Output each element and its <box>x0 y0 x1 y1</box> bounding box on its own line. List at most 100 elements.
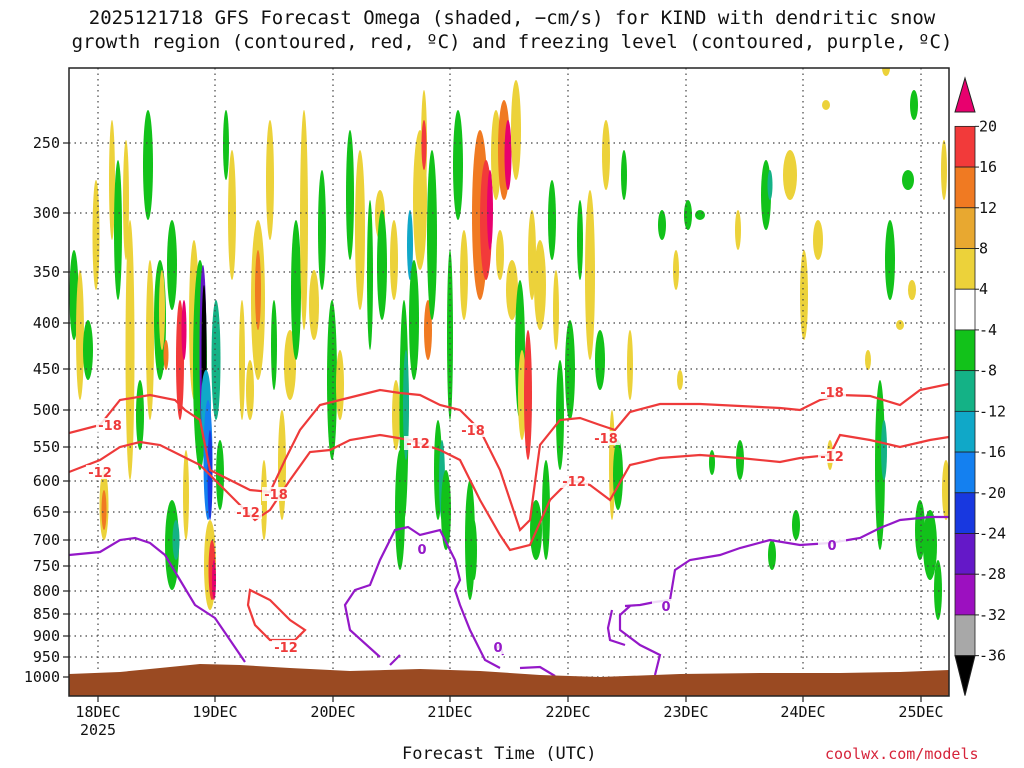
contour-label-bg <box>484 640 512 654</box>
y-axis: 250 300 350 400 450 500 550 600 650 700 750 800 850 9… <box>24 134 69 686</box>
y-tick-label: 350 <box>33 263 60 281</box>
omega-cell <box>915 500 925 560</box>
colorbar-swatch <box>954 125 976 168</box>
colorbar-swatch <box>954 329 976 372</box>
colorbar-label: -28 <box>979 565 1006 583</box>
omega-cell <box>496 230 504 280</box>
omega-cell <box>767 170 773 200</box>
x-tick-year-label: 2025 <box>80 721 116 739</box>
omega-cell <box>896 320 904 330</box>
omega-cell <box>318 170 326 290</box>
freezing-level-contour <box>343 525 501 669</box>
colorbar-label: 20 <box>979 117 997 135</box>
omega-cell <box>291 220 301 360</box>
omega-cell <box>585 190 595 360</box>
contour-label-bg <box>408 542 436 556</box>
colorbar-label: -4 <box>979 321 997 339</box>
omega-cell <box>83 320 93 380</box>
omega-cell <box>109 120 115 240</box>
omega-cell <box>524 330 532 460</box>
credit-link[interactable]: coolwx.com/models <box>825 745 979 763</box>
x-tick-label: 20DEC <box>310 703 355 721</box>
colorbar-label: -16 <box>979 443 1006 461</box>
x-tick-label: 25DEC <box>898 703 943 721</box>
omega-cell <box>511 80 521 180</box>
y-tick-label: 550 <box>33 438 60 456</box>
omega-cell <box>487 170 493 250</box>
omega-cell <box>183 450 189 540</box>
omega-cell <box>768 540 776 570</box>
y-tick-label: 850 <box>33 605 60 623</box>
colorbar-swatch <box>954 288 976 331</box>
omega-cell <box>239 300 245 420</box>
terrain-surface <box>69 664 949 696</box>
y-tick-label: 1000 <box>24 668 60 686</box>
omega-cell <box>327 300 337 460</box>
y-tick-label: 950 <box>33 648 60 666</box>
colorbar-triangle-bottom <box>954 655 976 696</box>
dendritic-contour <box>69 433 949 552</box>
omega-cell <box>101 490 107 530</box>
colorbar-swatch <box>954 451 976 494</box>
y-tick-label: 900 <box>33 627 60 645</box>
omega-cell <box>447 250 453 420</box>
omega-cell <box>506 260 518 320</box>
omega-cell <box>172 520 180 560</box>
omega-cell <box>228 150 236 280</box>
y-tick-label: 700 <box>33 531 60 549</box>
omega-cell <box>602 120 610 190</box>
colorbar-label: 16 <box>979 158 997 176</box>
colorbar-label: 8 <box>979 240 988 258</box>
omega-cell <box>908 280 916 300</box>
omega-cell <box>518 350 526 440</box>
omega-cell <box>677 370 683 390</box>
y-tick-label: 800 <box>33 582 60 600</box>
omega-cell <box>613 440 623 510</box>
contour-label-bg <box>96 418 124 432</box>
contour-label: -12 <box>562 475 586 490</box>
contour-label: 0 <box>493 641 502 656</box>
omega-cell <box>548 180 556 260</box>
colorbar-label: 12 <box>979 199 997 217</box>
contour-label-bg <box>404 436 432 450</box>
omega-cell <box>255 250 261 330</box>
omega-cell <box>441 470 451 550</box>
omega-cell <box>577 200 583 280</box>
omega-cell <box>159 270 165 350</box>
contour-label: 0 <box>827 539 836 554</box>
colorbar: 20 16 12 8 4 -4 -8 -12 -16 -20 -24 -28 -32 -36 <box>954 76 1006 696</box>
colorbar-label: -20 <box>979 484 1006 502</box>
omega-cell <box>822 100 830 110</box>
omega-cell <box>813 220 823 260</box>
x-tick-label: 19DEC <box>192 703 237 721</box>
y-tick-label: 750 <box>33 557 60 575</box>
contour-label: 0 <box>417 543 426 558</box>
omega-cell <box>76 270 84 400</box>
omega-cell <box>346 130 354 260</box>
omega-cell <box>534 240 546 330</box>
omega-cell <box>553 270 559 350</box>
omega-cell <box>942 460 949 520</box>
colorbar-label: 4 <box>979 280 988 298</box>
omega-cell <box>300 110 308 330</box>
freezing-level-contour <box>69 536 246 663</box>
omega-cell <box>114 160 122 300</box>
contour-label: -12 <box>88 466 112 481</box>
omega-cell <box>658 210 666 240</box>
omega-cell <box>885 220 895 300</box>
omega-cell <box>427 150 437 320</box>
y-tick-label: 450 <box>33 360 60 378</box>
y-tick-label: 250 <box>33 134 60 152</box>
omega-cell <box>377 210 387 320</box>
omega-cell <box>800 250 808 340</box>
omega-cell <box>595 330 605 390</box>
omega-cell <box>367 200 373 350</box>
contour-label-bg <box>592 431 620 445</box>
omega-cell <box>460 230 468 320</box>
omega-cell <box>934 560 942 620</box>
omega-cell <box>421 120 427 170</box>
contour-label: -18 <box>594 432 618 447</box>
colorbar-label: -24 <box>979 525 1006 543</box>
contour-label-bg <box>272 640 300 654</box>
